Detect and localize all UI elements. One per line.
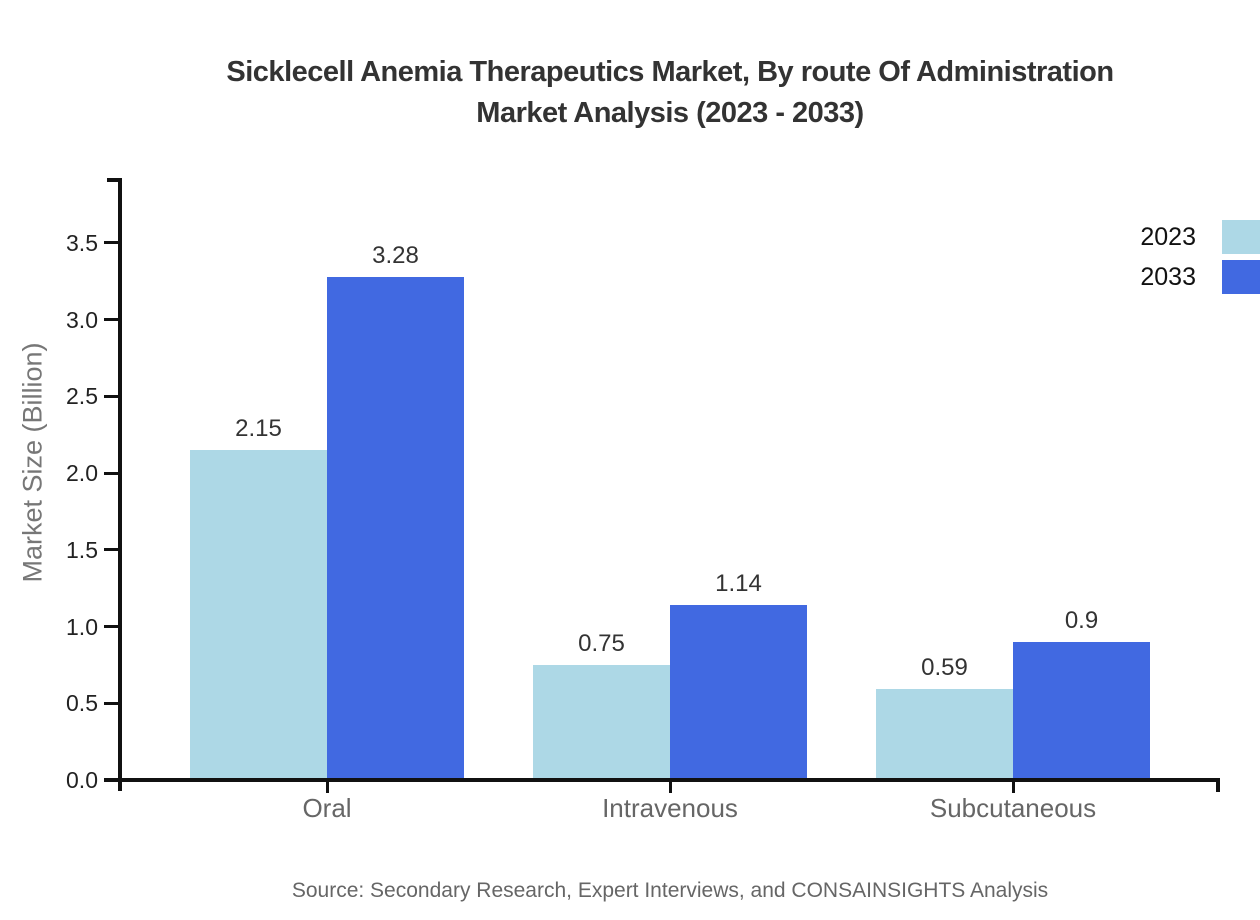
x-tick-mark [1011, 780, 1015, 793]
bar-2023-oral [190, 450, 327, 778]
y-tick-mark [104, 318, 119, 322]
chart-title-line2: Market Analysis (2023 - 2033) [476, 97, 864, 129]
bar-value-label: 2.15 [235, 415, 282, 443]
source-note: Source: Secondary Research, Expert Inter… [291, 879, 1049, 902]
x-category-label: Oral [302, 793, 352, 823]
x-category-label: Intravenous [602, 793, 738, 823]
y-tick-label: 0.5 [66, 690, 98, 717]
x-tick-mark [325, 780, 329, 793]
y-tick-mark [104, 471, 119, 475]
bar-2033-intravenous [670, 605, 807, 778]
bar-2033-oral [327, 276, 464, 778]
y-tick-label: 1.0 [66, 613, 98, 640]
y-tick-label: 2.0 [66, 460, 98, 487]
y-tick-label: 0.0 [66, 767, 98, 793]
x-axis-right-cap [1216, 778, 1220, 792]
y-tick-label: 2.5 [66, 383, 98, 410]
chart-title: Sicklecell Anemia Therapeutics Market, B… [80, 52, 1260, 134]
y-axis-top-cap [107, 178, 122, 182]
y-tick-label: 3.5 [66, 229, 98, 256]
bar-value-label: 0.75 [578, 629, 625, 657]
y-tick-mark [104, 778, 119, 782]
x-category-label: Subcutaneous [929, 793, 1097, 823]
y-tick-mark [104, 241, 119, 245]
y-axis-spine [118, 178, 122, 791]
y-tick-mark [104, 701, 119, 705]
bar-value-label: 3.28 [372, 241, 419, 269]
y-tick-mark [104, 548, 119, 552]
bar-value-label: 0.59 [921, 654, 968, 682]
y-tick-label: 1.5 [66, 536, 98, 563]
bar-2033-subcutaneous [1013, 641, 1150, 778]
legend-item-2023: 2023 [1060, 220, 1260, 254]
legend-item-2033: 2033 [1060, 260, 1260, 294]
bar-value-label: 1.14 [715, 570, 762, 598]
x-tick-mark [668, 780, 672, 793]
legend-label: 2023 [1140, 223, 1196, 251]
legend-swatch-2023 [1222, 220, 1260, 254]
legend-swatch-2033 [1222, 260, 1260, 294]
y-tick-mark [104, 625, 119, 629]
y-tick-label: 3.0 [66, 306, 98, 333]
bar-2023-subcutaneous [876, 689, 1013, 778]
bar-value-label: 0.9 [1064, 606, 1099, 634]
x-axis-spine [104, 778, 1220, 782]
chart-title-line1: Sicklecell Anemia Therapeutics Market, B… [226, 56, 1114, 88]
y-tick-mark [104, 394, 119, 398]
bar-2023-intravenous [533, 664, 670, 778]
legend-label: 2033 [1140, 263, 1196, 291]
